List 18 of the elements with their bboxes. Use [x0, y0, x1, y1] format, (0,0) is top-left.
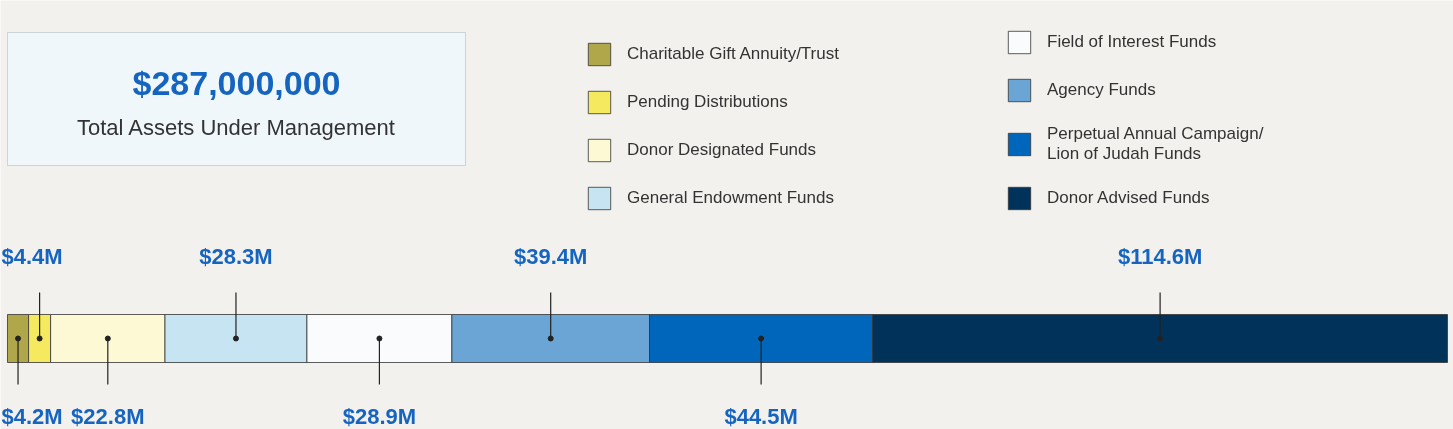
data-label: $4.2M — [1, 404, 63, 429]
data-label: $22.8M — [71, 404, 145, 429]
legend-label: Field of Interest Funds — [1047, 32, 1217, 52]
legend-label: General Endowment Funds — [627, 188, 834, 208]
chart-title: $287,000,000 — [132, 63, 341, 102]
data-label: $44.5M — [724, 404, 798, 429]
data-label: $39.4M — [514, 244, 588, 269]
data-label: $28.3M — [199, 244, 273, 269]
legend-label: Donor Designated Funds — [627, 140, 817, 160]
data-label: $114.6M — [1117, 244, 1203, 269]
chart-subtitle: Total Assets Under Management — [76, 115, 395, 140]
legend-label: Donor Advised Funds — [1047, 188, 1210, 208]
legend-label: Charitable Gift Annuity/Trust — [627, 44, 839, 64]
legend-label: Perpetual Annual Campaign/ Lion of Judah Funds — [1047, 124, 1264, 164]
legend-label: Agency Funds — [1047, 80, 1156, 100]
data-label: $4.4M — [1, 244, 63, 269]
data-label: $28.9M — [342, 404, 417, 429]
legend-label: Pending Distributions — [627, 92, 788, 112]
